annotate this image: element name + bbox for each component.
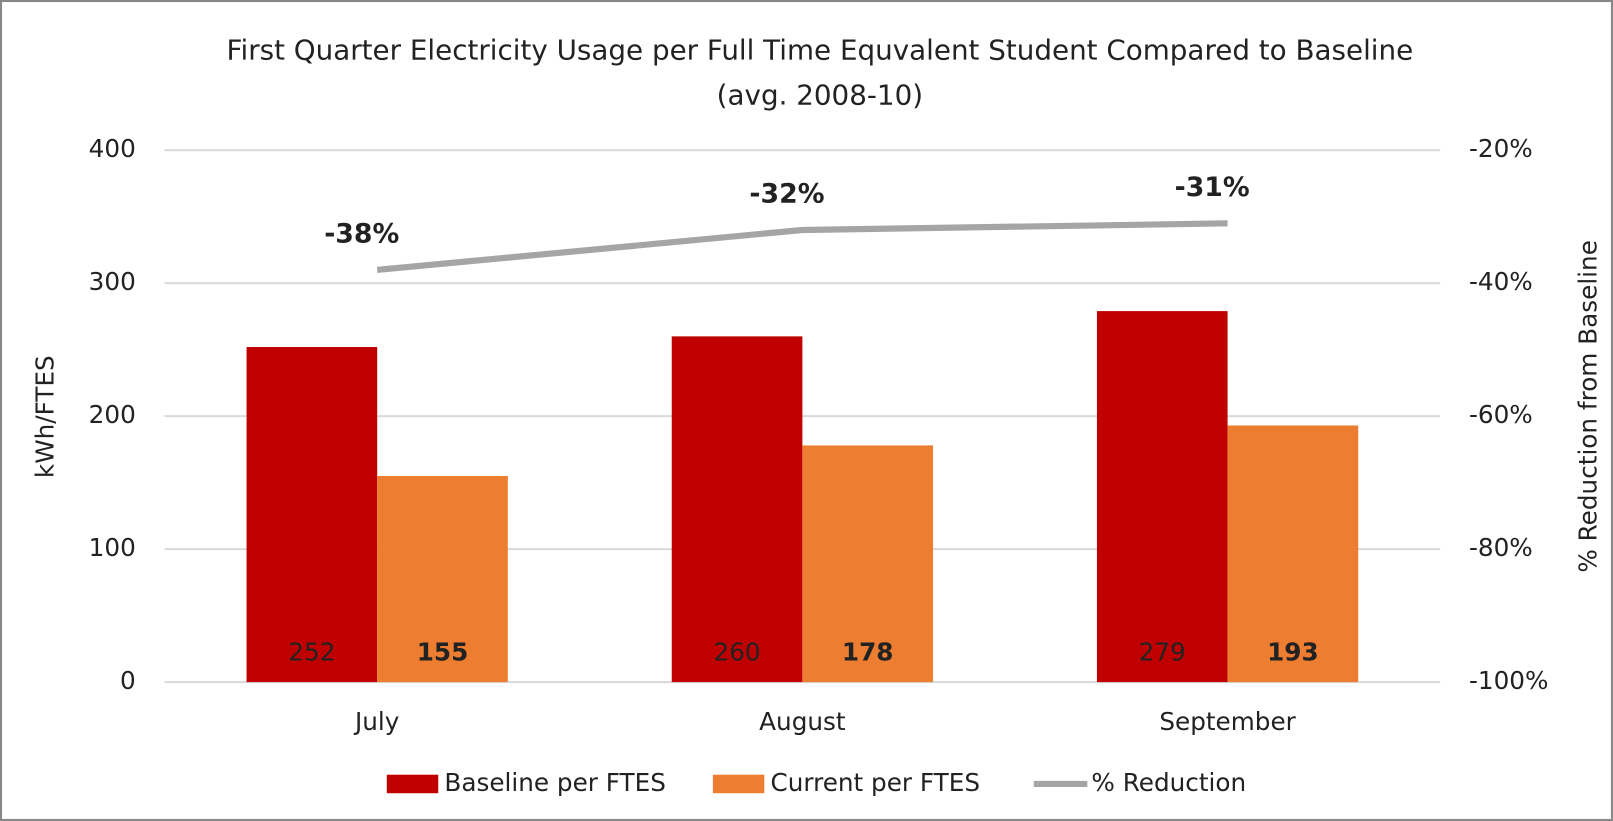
x-tick-label: August bbox=[759, 707, 846, 736]
line-value-label: -31% bbox=[1175, 172, 1250, 203]
y2-axis-label: % Reduction from Baseline bbox=[1573, 240, 1602, 573]
y-tick-label: 0 bbox=[120, 666, 136, 695]
y-tick-label: 200 bbox=[89, 400, 136, 429]
bar-value-label: 155 bbox=[417, 637, 469, 666]
line-value-label: -38% bbox=[324, 218, 399, 249]
bar bbox=[246, 347, 378, 683]
x-tick-label: September bbox=[1159, 707, 1296, 736]
legend-swatch bbox=[386, 774, 439, 794]
x-tick-label: July bbox=[353, 707, 399, 736]
y2-tick-label: -40% bbox=[1469, 267, 1533, 296]
bar bbox=[802, 445, 934, 683]
bar bbox=[1227, 425, 1359, 683]
y-tick-label: 100 bbox=[89, 533, 136, 562]
bar-value-label: 178 bbox=[842, 637, 894, 666]
y-tick-label: 300 bbox=[89, 267, 136, 296]
legend-label: Baseline per FTES bbox=[444, 768, 665, 797]
bar-value-label: 193 bbox=[1267, 637, 1319, 666]
bar-value-label: 279 bbox=[1139, 637, 1186, 666]
legend-swatch bbox=[712, 774, 765, 794]
chart-title: First Quarter Electricity Usage per Full… bbox=[227, 33, 1414, 66]
y-tick-label: 400 bbox=[89, 134, 136, 163]
y2-tick-label: -20% bbox=[1469, 134, 1533, 163]
line-series bbox=[376, 220, 1228, 273]
y2-tick-label: -100% bbox=[1469, 666, 1548, 695]
bar bbox=[377, 475, 508, 683]
legend-label: Current per FTES bbox=[770, 768, 980, 797]
y2-tick-label: -80% bbox=[1469, 533, 1533, 562]
bar bbox=[671, 336, 803, 683]
bar-value-label: 260 bbox=[714, 637, 761, 666]
y-axis-label: kWh/FTES bbox=[30, 355, 59, 478]
bar-value-label: 252 bbox=[288, 637, 335, 666]
line-value-label: -32% bbox=[749, 179, 824, 210]
legend-label: % Reduction bbox=[1091, 768, 1246, 797]
bar bbox=[1096, 311, 1228, 683]
y2-tick-label: -60% bbox=[1469, 400, 1533, 429]
chart-subtitle: (avg. 2008-10) bbox=[717, 79, 923, 112]
